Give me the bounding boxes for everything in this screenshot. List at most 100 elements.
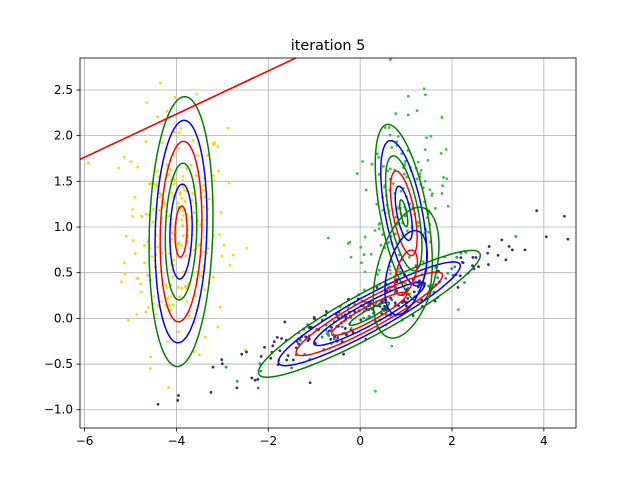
contour-ellipse	[174, 205, 188, 258]
data-point	[403, 281, 407, 285]
data-point	[179, 191, 182, 195]
data-point	[390, 145, 394, 149]
data-point	[216, 325, 220, 329]
data-point	[87, 161, 90, 165]
data-point	[377, 155, 381, 159]
data-point	[291, 358, 295, 362]
data-point	[220, 358, 224, 362]
data-point	[332, 337, 336, 341]
data-point	[202, 189, 206, 192]
data-point	[396, 134, 400, 138]
data-point	[566, 237, 570, 241]
data-point	[388, 167, 392, 171]
data-point	[200, 274, 204, 278]
data-point	[172, 182, 176, 186]
data-point	[450, 267, 454, 271]
data-point	[417, 224, 421, 228]
data-point	[176, 286, 180, 289]
data-point	[390, 344, 394, 348]
y-tick-label: −1.0	[44, 403, 73, 417]
data-point	[446, 271, 450, 275]
data-point	[388, 133, 392, 137]
data-point	[154, 313, 158, 316]
data-point	[361, 160, 364, 163]
data-point	[185, 300, 189, 303]
data-point	[474, 256, 478, 259]
data-point	[340, 325, 344, 329]
data-point	[218, 305, 222, 309]
data-point	[275, 335, 279, 339]
data-point	[418, 172, 422, 176]
data-point	[149, 182, 153, 185]
data-point	[156, 245, 159, 249]
data-point	[176, 201, 180, 205]
data-point	[320, 335, 324, 339]
data-point	[206, 247, 210, 251]
data-point	[168, 304, 171, 307]
data-point	[389, 58, 392, 61]
data-point	[168, 294, 172, 298]
data-point	[391, 182, 395, 185]
data-point	[220, 254, 224, 258]
data-point	[461, 261, 465, 265]
plot-frame	[79, 57, 577, 429]
data-point	[383, 126, 387, 130]
contour-ellipse	[330, 291, 408, 337]
data-point	[180, 244, 183, 248]
data-point	[180, 286, 184, 290]
data-point	[388, 272, 392, 276]
data-point	[135, 313, 139, 317]
data-point	[166, 297, 169, 300]
data-point	[143, 261, 146, 265]
data-point	[129, 160, 133, 164]
data-point	[245, 246, 248, 250]
data-point	[165, 109, 169, 113]
data-point	[370, 162, 374, 166]
data-point	[169, 168, 173, 172]
data-point	[407, 256, 411, 259]
data-point	[379, 243, 383, 247]
data-point	[177, 241, 181, 245]
data-point	[327, 329, 331, 333]
data-point	[486, 263, 490, 266]
contour-ellipse	[384, 155, 423, 272]
data-point	[203, 288, 207, 291]
data-point	[146, 305, 150, 309]
data-point	[164, 283, 168, 287]
data-point	[421, 260, 425, 263]
data-point	[424, 93, 427, 97]
data-point	[377, 173, 381, 176]
data-point	[445, 177, 449, 181]
data-point	[131, 208, 135, 211]
data-point	[486, 251, 490, 255]
data-point	[389, 296, 393, 300]
data-point	[170, 231, 174, 235]
data-point	[123, 272, 127, 276]
data-point	[441, 184, 444, 188]
data-point	[228, 263, 232, 267]
data-point	[406, 113, 410, 117]
data-point	[177, 330, 180, 334]
data-point	[211, 275, 215, 279]
contour-ellipse	[164, 162, 198, 301]
data-point	[250, 376, 254, 380]
data-point	[272, 340, 276, 344]
x-tick-label: −2	[259, 434, 277, 448]
data-point	[359, 245, 363, 249]
data-point	[427, 284, 431, 288]
data-point	[416, 160, 420, 164]
data-point	[360, 261, 363, 265]
data-point	[194, 174, 198, 177]
data-point	[136, 277, 140, 280]
data-point	[187, 314, 191, 317]
data-point	[397, 267, 401, 270]
data-point	[245, 350, 248, 354]
data-point	[189, 163, 193, 167]
y-tick-label: −0.5	[44, 357, 73, 371]
data-point	[535, 209, 539, 213]
data-point	[157, 208, 161, 212]
data-point	[192, 350, 196, 353]
data-point	[416, 221, 420, 224]
data-point	[383, 304, 386, 308]
y-axis: −1.0 −0.5 0.0 0.5 1.0 1.5 2.0 2.5	[44, 83, 80, 417]
